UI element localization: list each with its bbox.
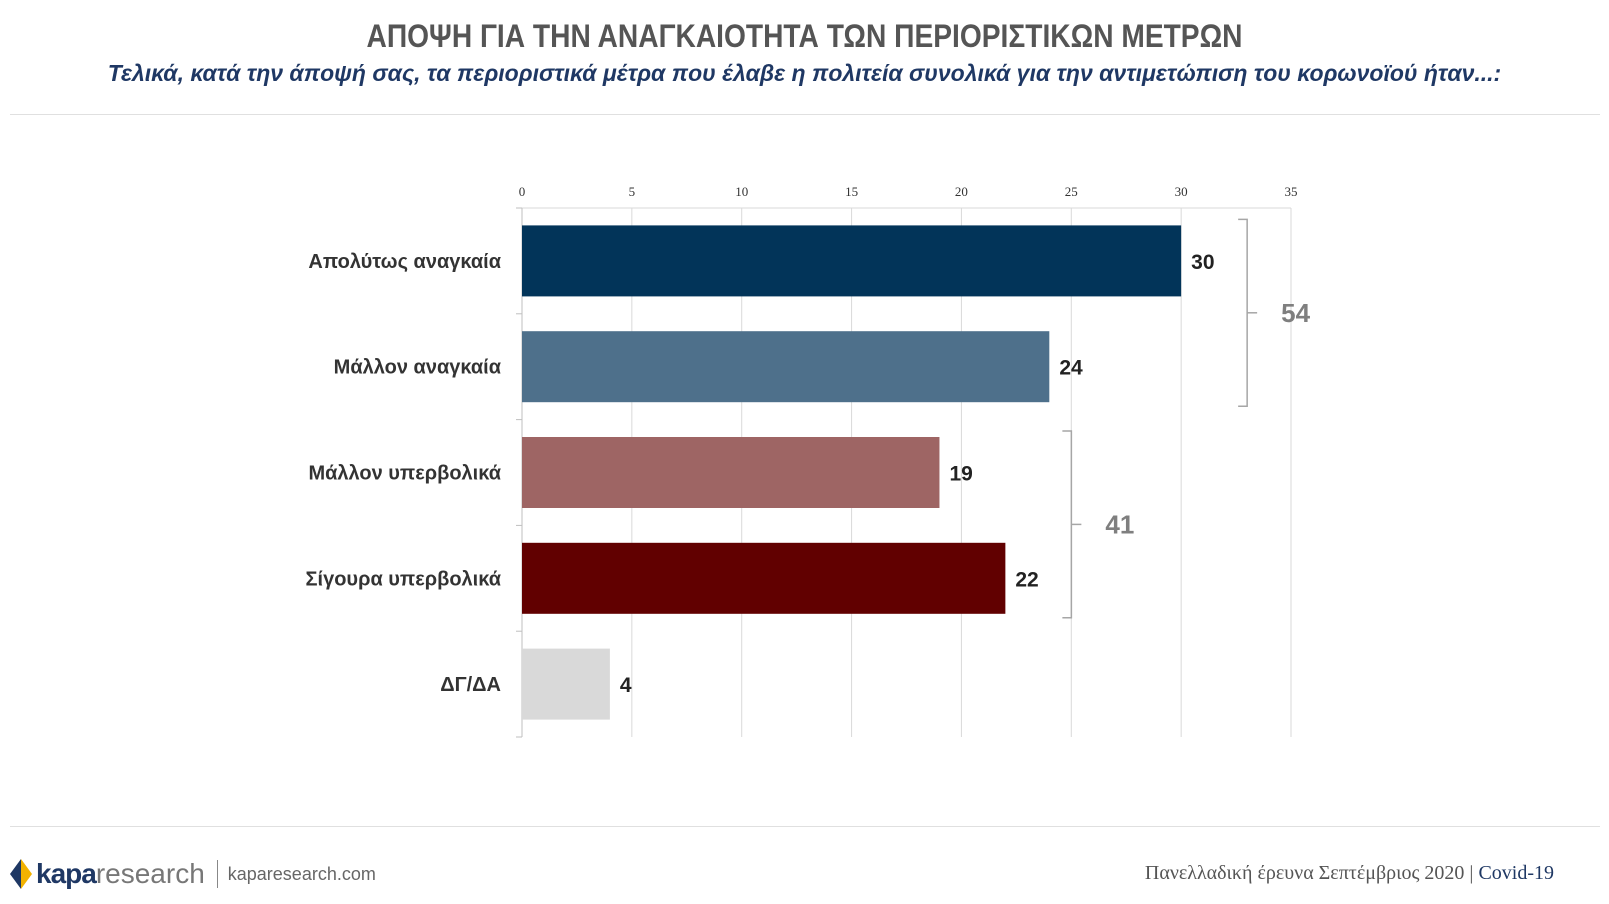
group-total-label: 54	[1281, 298, 1310, 328]
data-label: 22	[1015, 568, 1038, 591]
bar	[522, 542, 1006, 614]
survey-label: Πανελλαδική έρευνα Σεπτέμβριος 2020	[1144, 862, 1465, 884]
footer-brand: kapa research kaparesearch.com	[10, 858, 376, 890]
data-label: 24	[1059, 357, 1083, 380]
data-label: 19	[949, 463, 972, 486]
bar	[522, 331, 1050, 403]
category-label: Απολύτως αναγκαία	[308, 251, 501, 273]
group-bracket	[1238, 218, 1248, 407]
footer-divider	[10, 826, 1600, 827]
header-divider	[10, 114, 1600, 115]
brand-separator	[216, 860, 218, 888]
group-total-label: 41	[1105, 509, 1134, 539]
x-tick-label: 10	[735, 184, 748, 199]
survey-separator: |	[1469, 862, 1474, 884]
x-tick-label: 30	[1175, 184, 1188, 199]
brand-research: research	[95, 858, 205, 889]
data-label: 30	[1191, 251, 1214, 274]
x-tick-label: 15	[845, 184, 858, 199]
category-label: Μάλλον αναγκαία	[334, 357, 502, 379]
category-label: Μάλλον υπερβολικά	[308, 463, 501, 485]
bar	[522, 648, 610, 720]
page-title: ΑΠΟΨΗ ΓΙΑ ΤΗΝ ΑΝΑΓΚΑΙΟΤΗΤΑ ΤΩΝ ΠΕΡΙΟΡΙΣΤ…	[366, 18, 1243, 54]
group-bracket	[1062, 430, 1073, 619]
bar	[522, 437, 940, 508]
x-tick-label: 5	[629, 184, 636, 199]
x-tick-label: 20	[955, 184, 968, 199]
footer-survey-info: Πανελλαδική έρευνα Σεπτέμβριος 2020 | Co…	[1145, 862, 1554, 885]
bar	[522, 225, 1182, 297]
category-label: ΔΓ/ΔΑ	[440, 674, 501, 696]
kapa-logo-icon	[10, 859, 32, 889]
x-tick-label: 35	[1285, 184, 1298, 199]
survey-topic: Covid-19	[1478, 862, 1554, 884]
site-link[interactable]: kaparesearch.com	[227, 863, 376, 884]
page-subtitle: Τελικά, κατά την άποψή σας, τα περιοριστ…	[107, 60, 1502, 86]
x-tick-label: 0	[519, 184, 526, 199]
x-tick-label: 25	[1065, 184, 1078, 199]
category-label: Σίγουρα υπερβολικά	[306, 568, 502, 590]
data-label: 4	[620, 674, 632, 697]
brand-kapa: kapa	[36, 858, 97, 889]
